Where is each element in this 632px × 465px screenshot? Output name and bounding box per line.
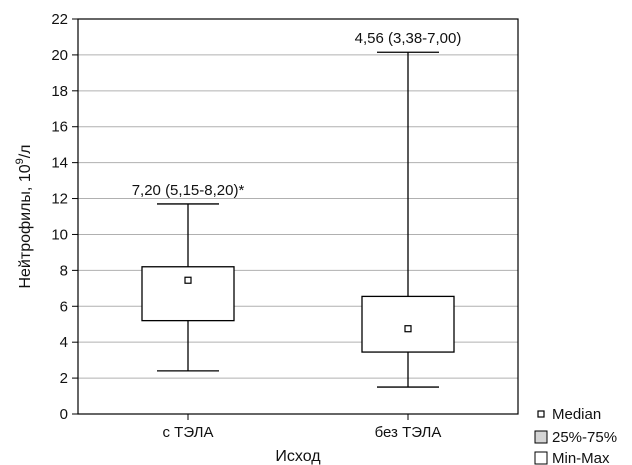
y-tick-label: 2 xyxy=(60,370,68,387)
legend-label: 25%-75% xyxy=(552,429,617,446)
median-marker xyxy=(404,325,412,333)
legend: Median 25%-75% Min-Max xyxy=(534,406,617,465)
y-tick-label: 20 xyxy=(51,47,68,64)
y-axis-title-main: Нейтрофилы, 10 xyxy=(17,164,34,288)
box-group xyxy=(141,203,235,372)
x-axis-title: Исход xyxy=(275,448,321,465)
y-tick-label: 4 xyxy=(60,334,68,351)
box-annotation: 4,56 (3,38-7,00) xyxy=(355,30,462,47)
y-tick-label: 10 xyxy=(51,226,68,243)
plot-frame xyxy=(77,18,519,415)
y-axis-ticks: 0 2 4 6 8 10 12 14 16 18 20 22 xyxy=(51,11,78,423)
legend-minmax-marker xyxy=(534,451,548,465)
legend-label: Median xyxy=(552,406,601,423)
iqr-box xyxy=(361,295,455,353)
y-tick-label: 18 xyxy=(51,83,68,100)
x-tick-label: с ТЭЛА xyxy=(163,424,214,441)
iqr-box xyxy=(141,266,235,322)
y-tick-label: 8 xyxy=(60,262,68,279)
y-tick-label: 12 xyxy=(51,191,68,208)
y-axis-title-superscript: 9 xyxy=(14,158,26,164)
y-axis-title-unit: /л xyxy=(17,144,34,158)
annotations: 7,20 (5,15-8,20)* 4,56 (3,38-7,00) xyxy=(132,30,462,199)
median-marker xyxy=(184,276,192,284)
y-tick-label: 0 xyxy=(60,406,68,423)
legend-iqr-marker xyxy=(534,430,548,444)
box-group xyxy=(361,51,455,388)
y-tick-label: 16 xyxy=(51,119,68,136)
y-axis-title: Нейтрофилы, 109/л xyxy=(14,144,34,288)
y-tick-label: 22 xyxy=(51,11,68,28)
boxes xyxy=(141,51,455,388)
x-axis-ticks: с ТЭЛА без ТЭЛА xyxy=(163,414,442,441)
legend-label: Min-Max xyxy=(552,450,610,465)
x-tick-label: без ТЭЛА xyxy=(375,424,442,441)
y-tick-label: 14 xyxy=(51,155,68,172)
box-annotation: 7,20 (5,15-8,20)* xyxy=(132,182,245,199)
y-tick-label: 6 xyxy=(60,298,68,315)
legend-median-marker xyxy=(537,410,545,418)
